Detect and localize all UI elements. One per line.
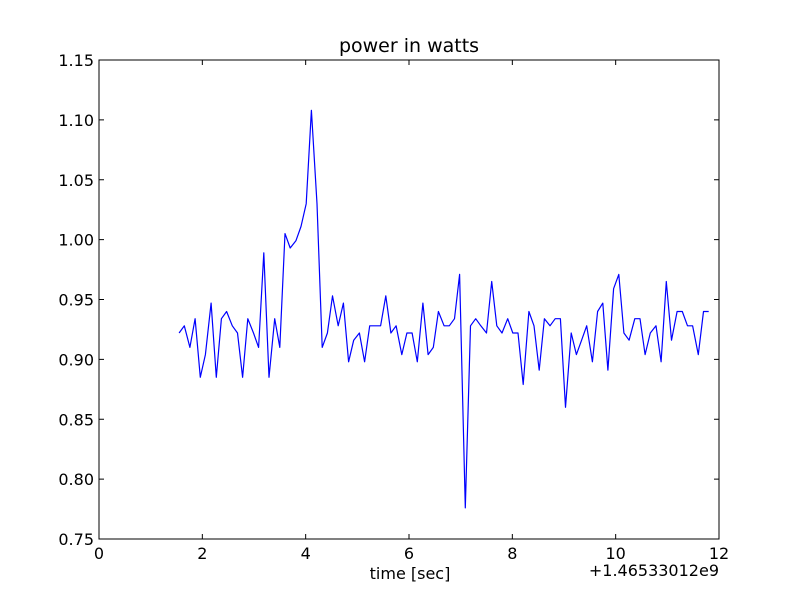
y-tick-label: 0.85 (58, 410, 94, 429)
y-tick-label: 1.15 (58, 51, 94, 70)
y-tick-label: 0.75 (58, 530, 94, 549)
y-tick-label: 1.10 (58, 111, 94, 130)
x-tick-label: 10 (605, 544, 625, 563)
x-axis-offset-label: +1.46533012e9 (589, 561, 719, 580)
x-tick-label: 2 (197, 544, 207, 563)
y-tick-label: 1.00 (58, 231, 94, 250)
y-tick-label: 0.95 (58, 291, 94, 310)
series-line (178, 109, 709, 509)
series-layer (178, 109, 709, 509)
y-tick-label: 0.90 (58, 350, 94, 369)
x-tick-label: 8 (507, 544, 517, 563)
ticks-layer: 0 2 4 6 8 10 12 0.75 0.80 0.85 0.90 0.95 1.00 1.05 1.1… (58, 51, 729, 563)
x-tick-label: 6 (404, 544, 414, 563)
y-tick-label: 1.05 (58, 171, 94, 190)
x-tick-label: 12 (709, 544, 729, 563)
chart-title: power in watts (339, 35, 479, 57)
x-tick-label: 0 (94, 544, 104, 563)
x-tick-label: 4 (301, 544, 311, 563)
x-axis-label: time [sec] (370, 564, 451, 583)
y-tick-label: 0.80 (58, 470, 94, 489)
